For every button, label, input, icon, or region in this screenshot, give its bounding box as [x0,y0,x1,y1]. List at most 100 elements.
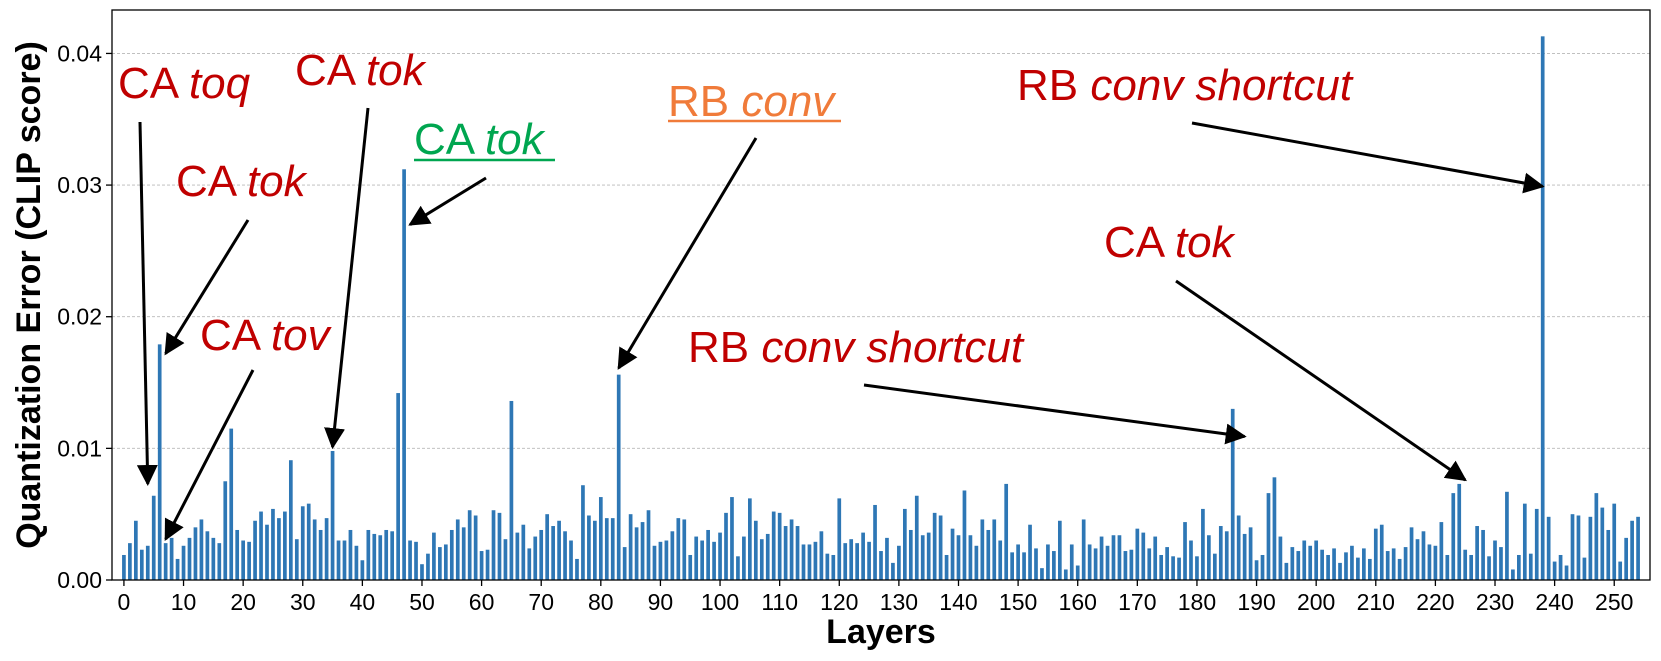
bar-layer-43 [378,535,383,580]
bar-layer-35 [330,450,335,580]
bar-layer-253 [1630,520,1634,580]
annotation-arrow [408,176,487,226]
bar-layer-76 [575,558,579,580]
bar-layer-174 [1159,554,1164,580]
bar-layer-3 [139,549,144,580]
bar-layer-81 [604,518,609,580]
bar-layer-231 [1499,547,1503,580]
x-tick-label: 20 [230,589,256,615]
bar-layer-99 [712,541,716,580]
bar-layer-248 [1600,507,1605,580]
x-tick-label: 170 [1118,589,1156,615]
bar-layer-239 [1546,516,1551,580]
bar-layer-189 [1248,527,1253,580]
bar-layer-119 [831,554,836,580]
annotation-label: CA tok [295,46,427,95]
bar-layer-122 [849,539,854,580]
grid-lines [112,52,1650,449]
bar-layer-175 [1165,547,1169,580]
bar-layer-91 [664,540,669,580]
bar-layer-62 [491,510,496,580]
x-tick-label: 240 [1535,589,1573,615]
bar-layer-41 [366,529,371,580]
bar-layer-232 [1505,491,1509,580]
bar-layer-19 [235,529,240,580]
bar-layer-162 [1087,544,1092,580]
bar-layer-11 [187,537,192,580]
bar-layer-0 [122,554,126,580]
bar-layer-234 [1517,554,1521,580]
bar-layer-112 [789,519,794,580]
y-tick-label: 0.01 [57,435,102,461]
bar-layer-228 [1481,529,1485,580]
bar-layer-132 [908,529,913,580]
bar-layer-225 [1463,549,1468,580]
bar-layer-245 [1582,557,1587,580]
bar-layer-6 [157,344,162,580]
bar-layer-165 [1105,545,1110,580]
bar-layer-241 [1558,554,1563,580]
bar-layer-104 [742,536,746,580]
bar-layer-22 [253,520,257,580]
x-tick-label: 10 [171,589,197,615]
bar-layer-209 [1367,558,1372,580]
bar-layer-37 [342,540,347,580]
bar-layer-96 [694,536,699,580]
bar-layer-51 [426,553,430,580]
bar-layer-60 [479,551,484,580]
annotation-label: RB conv shortcut [688,323,1025,372]
x-tick-label: 60 [469,589,495,615]
bar-layer-221 [1439,522,1444,580]
bar-layer-92 [670,531,675,580]
x-tick-label: 150 [999,589,1037,615]
bar-layer-135 [926,532,931,580]
bar-layer-158 [1063,569,1068,580]
bar-layer-80 [598,497,603,580]
bar-layer-249 [1606,529,1611,580]
bar-layer-98 [706,529,710,580]
bar-layer-252 [1624,537,1629,580]
bar-layer-118 [825,553,830,580]
x-tick-label: 0 [118,589,131,615]
bar-layer-153 [1034,548,1038,580]
bar-layer-187 [1236,515,1241,580]
bar-layer-107 [759,539,764,580]
bar-layer-246 [1588,516,1593,580]
bar-layer-180 [1195,556,1199,580]
bar-layer-156 [1052,551,1056,580]
bar-layer-42 [372,533,377,580]
bar-layer-159 [1069,544,1074,580]
bar-layer-114 [801,544,806,580]
x-tick-label: 220 [1416,589,1454,615]
bar-layer-216 [1409,527,1414,580]
bar-layer-123 [855,543,860,580]
bar-layer-23 [259,511,263,580]
bar-layer-176 [1171,556,1175,580]
x-tick-label: 140 [939,589,977,615]
bar-layer-161 [1081,519,1086,580]
annotation-rb-conv-shortcut-1: RB conv shortcut [688,323,1247,445]
bar-layer-154 [1040,568,1044,580]
bar-layer-211 [1379,524,1384,580]
bar-layer-196 [1290,547,1295,580]
bar-layer-49 [414,541,418,580]
annotation-ca-tok-1: CA tok [164,157,308,356]
bar-layer-78 [587,515,591,580]
bar-layer-84 [622,547,627,580]
bar-layer-205 [1344,552,1348,580]
bar-layer-2 [133,520,138,580]
bar-layer-125 [867,541,871,580]
bar-layer-151 [1022,552,1026,580]
bar-layer-21 [247,541,251,580]
bar-layer-184 [1218,526,1223,580]
y-tick-label: 0.03 [57,172,102,198]
bar-layer-143 [974,545,979,580]
bar-layer-64 [503,539,508,580]
bar-layer-117 [819,531,824,580]
bar-layer-240 [1552,561,1557,580]
bar-layer-168 [1123,551,1128,580]
annotation-arrow [1175,279,1467,482]
annotation-arrow [324,107,370,450]
plot-area [112,10,1650,580]
bar-layer-39 [354,545,359,580]
